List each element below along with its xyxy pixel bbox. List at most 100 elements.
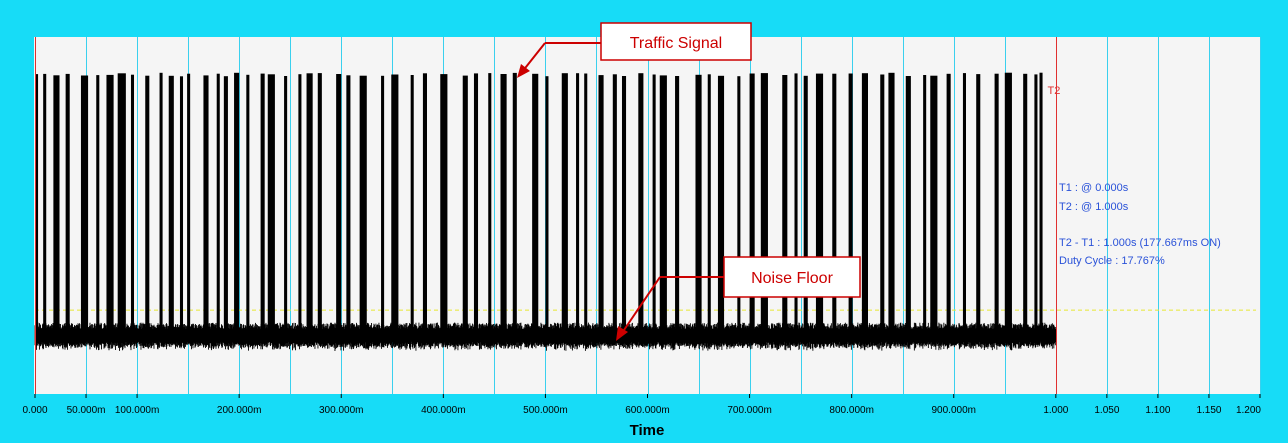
signal-burst [1004, 72, 1012, 337]
signal-burst [43, 73, 47, 337]
signal-burst [803, 75, 808, 337]
signal-burst [106, 74, 114, 337]
signal-burst [336, 74, 342, 337]
x-axis-title: Time [630, 422, 665, 439]
signal-burst [462, 75, 468, 337]
signal-burst [410, 75, 414, 337]
signal-burst [346, 75, 351, 337]
x-tick-label: 100.000m [115, 405, 159, 416]
noise-callout-arrow-shaft [621, 276, 661, 334]
signal-burst [782, 75, 788, 337]
cursor-markers: T2 [35, 37, 1061, 394]
signal-burst [561, 73, 568, 337]
x-tick-label: 50.000m [67, 405, 106, 416]
traffic-callout-arrow-shaft [521, 42, 546, 73]
signal-burst [1039, 72, 1043, 337]
x-tick-label: 1.200 [1236, 405, 1261, 416]
signal-burst [532, 73, 539, 337]
signal-burst [284, 76, 288, 337]
signal-burst [298, 74, 302, 337]
signal-burst [707, 74, 711, 337]
signal-burst [130, 74, 135, 337]
signal-burst [440, 74, 448, 337]
signal-burst [930, 75, 938, 337]
t2-readout: T2 : @ 1.000s [1059, 201, 1129, 213]
signal-burst [994, 73, 999, 337]
x-tick-label: 1.100 [1145, 405, 1170, 416]
signal-trace [34, 72, 1057, 351]
signal-burst [187, 73, 191, 337]
signal-burst [1034, 74, 1038, 337]
signal-burst [317, 73, 322, 337]
signal-burst [621, 76, 627, 337]
signal-burst [500, 74, 507, 337]
x-tick-label: 900.000m [932, 405, 976, 416]
signal-burst [1023, 73, 1028, 337]
signal-burst [381, 75, 385, 337]
signal-burst [246, 74, 250, 337]
traffic-callout-arrowhead [517, 64, 530, 78]
signal-burst [359, 75, 367, 337]
signal-burst [880, 74, 885, 337]
signal-burst [652, 74, 656, 337]
signal-burst [888, 72, 895, 337]
x-tick-label: 700.000m [727, 405, 771, 416]
signal-burst [737, 76, 741, 337]
signal-burst [473, 73, 479, 337]
traffic-callout-box [600, 22, 752, 61]
signal-burst [80, 75, 89, 337]
signal-burst [923, 75, 927, 337]
signal-burst [659, 75, 667, 337]
signal-burst [576, 73, 580, 337]
signal-burst [815, 73, 824, 337]
signal-burst [422, 73, 427, 337]
signal-burst [717, 75, 725, 337]
noise-floor-callout: Noise Floor [616, 256, 861, 341]
signal-burst [832, 73, 837, 337]
x-tick-label: 200.000m [217, 405, 261, 416]
signal-burst [905, 76, 911, 337]
measurement-readout: T1 : @ 0.000s T2 : @ 1.000s T2 - T1 : 1.… [1059, 182, 1221, 267]
signal-burst [306, 73, 313, 337]
signal-burst [117, 73, 126, 337]
x-tick-label: 600.000m [625, 405, 669, 416]
signal-burst [946, 73, 951, 337]
signal-burst [749, 73, 755, 337]
signal-burst [216, 73, 220, 337]
signal-burst [848, 73, 853, 337]
signal-burst [976, 74, 981, 337]
noise-callout-label: Noise Floor [751, 270, 833, 287]
x-tick-label: 800.000m [829, 405, 873, 416]
cursor-t2-label: T2 [1048, 85, 1061, 97]
signal-burst [96, 75, 100, 337]
delta-readout: T2 - T1 : 1.000s (177.667ms ON) [1059, 237, 1221, 249]
traffic-callout-label: Traffic Signal [630, 35, 722, 52]
signal-burst [962, 73, 966, 337]
x-axis-ticks: 0.000 50.000m 100.000m 200.000m 300.000m 400.… [22, 394, 1261, 416]
duty-cycle-readout: Duty Cycle : 17.767% [1059, 255, 1165, 267]
t1-readout: T1 : @ 0.000s [1059, 182, 1129, 194]
signal-burst [512, 72, 517, 337]
signal-burst [65, 73, 70, 337]
x-tick-label: 400.000m [421, 405, 465, 416]
x-tick-label: 1.150 [1196, 405, 1221, 416]
signal-burst [695, 74, 702, 337]
signal-burst [760, 73, 768, 337]
signal-burst [794, 73, 798, 337]
signal-burst [545, 76, 549, 337]
signal-burst [179, 76, 184, 337]
signal-burst [223, 76, 228, 337]
x-tick-label: 0.000 [22, 405, 47, 416]
x-tick-label: 1.050 [1094, 405, 1119, 416]
signal-burst [159, 72, 163, 337]
signal-burst [53, 75, 60, 337]
signal-burst [260, 73, 265, 337]
signal-burst [488, 73, 492, 337]
signal-burst [203, 75, 209, 337]
signal-burst [35, 74, 39, 337]
signal-burst [638, 73, 644, 337]
signal-burst [675, 76, 680, 337]
x-tick-label: 1.000 [1043, 405, 1068, 416]
